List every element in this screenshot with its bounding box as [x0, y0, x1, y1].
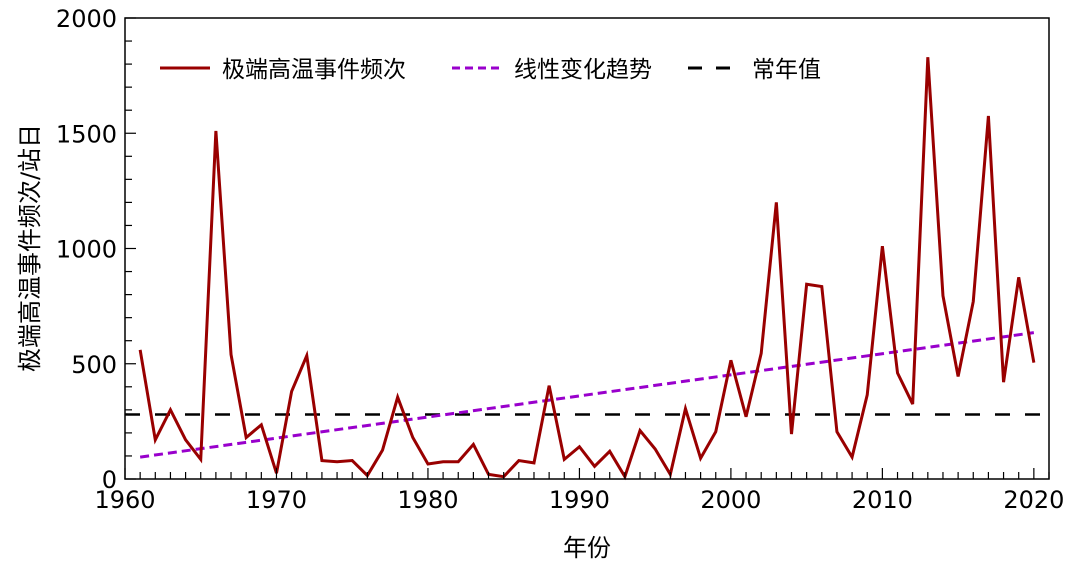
x-tick-label: 2000: [700, 486, 761, 514]
trend-line: [140, 333, 1034, 457]
x-axis-label: 年份: [563, 534, 611, 562]
x-tick-label: 1980: [397, 486, 458, 514]
y-tick-label: 1500: [56, 120, 117, 148]
x-tick-label: 1990: [549, 486, 610, 514]
legend-label-normal: 常年值: [752, 57, 821, 83]
plot-frame: [125, 18, 1049, 479]
y-tick-label: 0: [102, 466, 117, 494]
legend-label-trend: 线性变化趋势: [514, 57, 652, 83]
y-tick-label: 1000: [56, 236, 117, 264]
y-tick-label: 2000: [56, 5, 117, 33]
legend: 极端高温事件频次 线性变化趋势 常年值: [160, 57, 821, 83]
y-axis-label: 极端高温事件频次/站日: [16, 124, 44, 372]
y-tick-label: 500: [71, 351, 117, 379]
x-tick-label: 2010: [852, 486, 913, 514]
x-tick-label: 1970: [246, 486, 307, 514]
x-tick-label: 2020: [1003, 486, 1064, 514]
legend-label-frequency: 极端高温事件频次: [222, 57, 406, 83]
